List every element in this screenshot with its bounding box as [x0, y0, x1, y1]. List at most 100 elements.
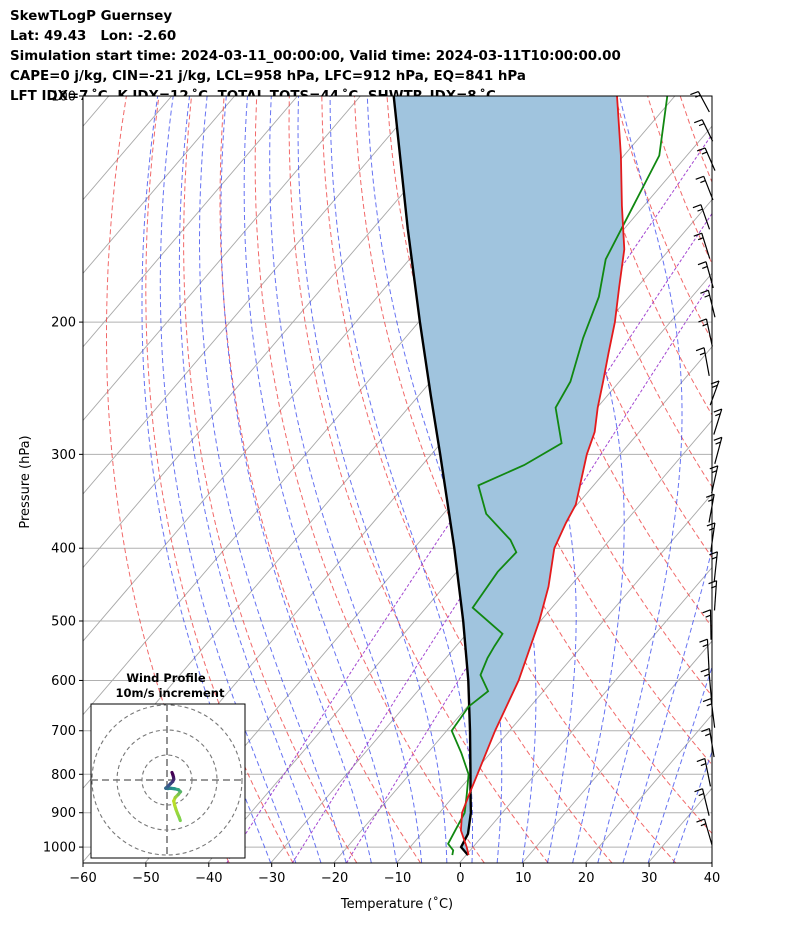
- moist-adiabat: [269, 96, 423, 863]
- wind-barb: [713, 408, 723, 435]
- barb-flag: [703, 673, 710, 677]
- dry-adiabat: [713, 96, 794, 863]
- barb-flag: [708, 580, 717, 585]
- y-tick-label: 400: [51, 542, 76, 557]
- dry-adiabat: [288, 96, 549, 863]
- x-tick-label: −20: [321, 871, 348, 886]
- hodograph-inset: [90, 703, 246, 859]
- x-tick-label: 0: [456, 871, 464, 886]
- barb-staff: [714, 437, 723, 464]
- barb-flag: [700, 762, 707, 767]
- barb-flag: [698, 123, 705, 127]
- barb-staff: [701, 788, 710, 816]
- x-tick-label: 30: [641, 871, 658, 886]
- isotherm: [83, 96, 361, 422]
- x-tick-label: −50: [132, 871, 159, 886]
- barb-flag: [711, 470, 717, 474]
- dry-adiabat: [219, 96, 422, 863]
- moist-adiabat: [159, 96, 297, 863]
- y-tick-label: 300: [51, 448, 76, 463]
- wind-barb: [700, 668, 712, 699]
- moist-adiabat: [533, 96, 625, 863]
- moist-adiabat: [622, 547, 712, 863]
- y-tick-label: 200: [51, 316, 76, 331]
- time-line: Simulation start time: 2024-03-11_00:00:…: [10, 49, 621, 64]
- wind-barb: [695, 347, 710, 376]
- barb-flag: [705, 493, 715, 498]
- isotherm: [521, 640, 712, 863]
- barb-staff: [713, 551, 719, 582]
- barb-flag: [697, 237, 704, 241]
- barb-flag: [701, 151, 708, 155]
- barb-flag: [690, 90, 699, 96]
- moist-adiabat: [297, 96, 448, 863]
- barb-staff: [713, 408, 723, 435]
- barb-flag: [701, 727, 710, 733]
- chart-title: SkewTLogP Guernsey: [10, 9, 173, 24]
- x-tick-label: −60: [69, 871, 96, 886]
- barb-flag: [715, 413, 721, 417]
- barb-staff: [708, 668, 712, 699]
- barb-flag: [699, 352, 706, 356]
- wind-barb: [692, 204, 711, 230]
- barb-staff: [713, 580, 718, 611]
- y-tick-label: 100: [51, 90, 76, 105]
- barb-staff: [710, 522, 716, 552]
- barb-staff: [705, 318, 713, 347]
- barb-flag: [698, 793, 704, 797]
- barb-flag: [702, 265, 708, 269]
- isotherm: [83, 96, 298, 348]
- dry-adiabat: [145, 96, 294, 863]
- barb-flag: [696, 757, 706, 763]
- isotherm: [83, 96, 487, 569]
- barb-staff: [703, 347, 710, 376]
- wind-barb: [713, 436, 723, 464]
- dry-adiabat: [516, 96, 712, 559]
- barb-flag: [713, 408, 722, 413]
- barb-flag: [702, 698, 712, 703]
- wind-barb: [699, 638, 710, 670]
- barb-flag: [709, 551, 718, 556]
- x-tick-label: −30: [258, 871, 285, 886]
- wind-barb: [694, 788, 710, 816]
- barb-flag: [695, 347, 705, 352]
- x-tick-label: 20: [578, 871, 595, 886]
- parcel-path-line: [392, 96, 473, 856]
- isotherm: [584, 714, 712, 863]
- isotherm: [710, 861, 712, 863]
- barb-flag: [702, 644, 708, 648]
- dry-adiabat: [745, 96, 794, 863]
- hodograph-plot: [91, 704, 245, 858]
- wind-barb: [702, 609, 712, 640]
- barb-flag: [699, 638, 708, 643]
- barb-flag: [695, 175, 704, 180]
- barb-flag: [705, 733, 711, 737]
- moist-adiabat: [141, 96, 272, 863]
- hodograph-title: Wind Profile: [126, 671, 206, 685]
- wind-barb: [709, 465, 719, 494]
- barb-flag: [705, 614, 711, 618]
- dry-adiabat: [254, 96, 485, 863]
- y-tick-label: 600: [51, 674, 76, 689]
- isotherm: [396, 493, 712, 863]
- barb-flag: [694, 788, 703, 793]
- y-tick-label: 1000: [43, 841, 76, 856]
- barb-staff: [706, 639, 710, 670]
- wind-barb: [696, 818, 713, 846]
- cape-shading: [393, 96, 625, 856]
- isotherm: [774, 96, 794, 863]
- barb-flag: [711, 556, 718, 560]
- barb-staff: [704, 758, 712, 787]
- barb-flag: [700, 668, 709, 673]
- y-tick-label: 900: [51, 806, 76, 821]
- x-tick-label: 40: [704, 871, 721, 886]
- y-axis: 100 200 300 400 500 600 700 800 900 1000: [43, 90, 83, 856]
- y-tick-label: 500: [51, 614, 76, 629]
- indices-line-1: CAPE=0 j/kg, CIN=-21 j/kg, LCL=958 hPa, …: [10, 69, 526, 84]
- hodograph-subtitle: 10m/s increment: [116, 686, 225, 700]
- temperature-line: [459, 96, 626, 856]
- barb-flag: [694, 119, 703, 124]
- isotherm: [333, 419, 712, 863]
- barb-flag: [715, 441, 721, 445]
- barb-flag: [702, 609, 711, 614]
